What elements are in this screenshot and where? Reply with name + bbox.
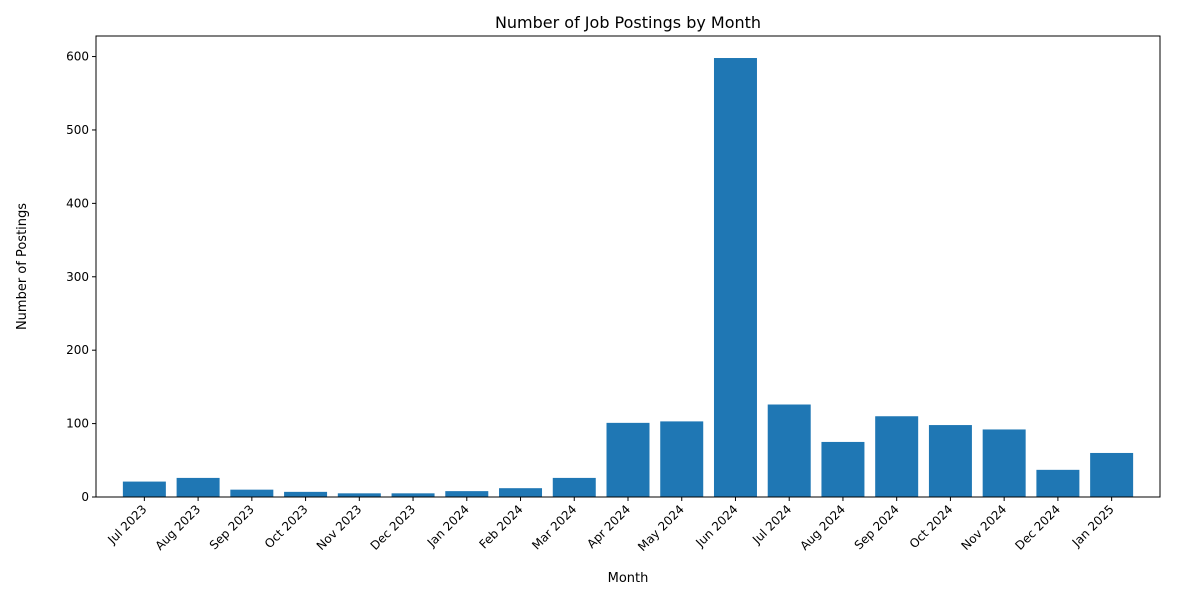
x-tick-label: Mar 2024 bbox=[529, 502, 579, 552]
bar-jul-2023 bbox=[122, 481, 166, 497]
bar-jan-2025 bbox=[1090, 452, 1134, 497]
x-tick-label: May 2024 bbox=[635, 502, 687, 554]
bar-nov-2023 bbox=[337, 493, 381, 497]
bar-aug-2023 bbox=[176, 477, 220, 497]
y-tick-label: 200 bbox=[66, 343, 89, 357]
x-tick-label: Jan 2025 bbox=[1069, 502, 1117, 550]
x-tick-label: Nov 2023 bbox=[314, 502, 365, 553]
x-tick-label: Oct 2023 bbox=[262, 502, 311, 551]
bar-jun-2024 bbox=[713, 58, 757, 498]
bar-aug-2024 bbox=[821, 441, 865, 497]
bar-may-2024 bbox=[660, 421, 704, 497]
x-tick-label: Oct 2024 bbox=[907, 502, 956, 551]
x-axis: Jul 2023 Aug 2023 Sep 2023 Oct 2023 Nov 2023… bbox=[104, 497, 1117, 554]
x-tick-label: Feb 2024 bbox=[476, 502, 525, 551]
x-tick-label: Jul 2024 bbox=[749, 502, 794, 547]
bars-group bbox=[122, 58, 1134, 498]
y-tick-label: 300 bbox=[66, 270, 89, 284]
bar-nov-2024 bbox=[982, 429, 1026, 497]
bar-apr-2024 bbox=[606, 422, 650, 497]
bar-jul-2024 bbox=[767, 404, 811, 497]
x-tick-label: Sep 2023 bbox=[207, 502, 257, 552]
x-tick-label: Aug 2024 bbox=[797, 502, 848, 553]
x-tick-label: Jun 2024 bbox=[692, 502, 740, 550]
y-axis-label: Number of Postings bbox=[15, 203, 30, 330]
x-tick-label: Apr 2024 bbox=[584, 502, 633, 551]
x-tick-label: Aug 2023 bbox=[152, 502, 203, 553]
x-tick-label: Sep 2024 bbox=[852, 502, 902, 552]
bar-feb-2024 bbox=[499, 488, 543, 497]
plot-frame bbox=[95, 35, 1161, 498]
bar-dec-2024 bbox=[1036, 469, 1080, 497]
y-tick-label: 600 bbox=[66, 50, 89, 64]
x-tick-label: Nov 2024 bbox=[959, 502, 1010, 553]
bar-jan-2024 bbox=[445, 491, 489, 497]
y-tick-label: 0 bbox=[81, 490, 89, 504]
chart-title: Number of Job Postings by Month bbox=[495, 13, 761, 32]
bar-oct-2024 bbox=[928, 425, 972, 497]
bar-oct-2023 bbox=[284, 491, 328, 497]
x-axis-label: Month bbox=[608, 571, 649, 586]
y-tick-label: 500 bbox=[66, 123, 89, 137]
bar-dec-2023 bbox=[391, 493, 435, 497]
y-tick-label: 400 bbox=[66, 196, 89, 210]
y-tick-label: 100 bbox=[66, 417, 89, 431]
bar-sep-2023 bbox=[230, 489, 274, 497]
y-axis: 0 100 200 300 400 500 600 bbox=[66, 50, 96, 504]
x-tick-label: Jan 2024 bbox=[424, 502, 472, 550]
bar-sep-2024 bbox=[875, 416, 919, 497]
bar-mar-2024 bbox=[552, 477, 596, 497]
x-tick-label: Jul 2023 bbox=[104, 502, 149, 547]
x-tick-label: Dec 2023 bbox=[368, 502, 419, 553]
x-tick-label: Dec 2024 bbox=[1012, 502, 1063, 553]
